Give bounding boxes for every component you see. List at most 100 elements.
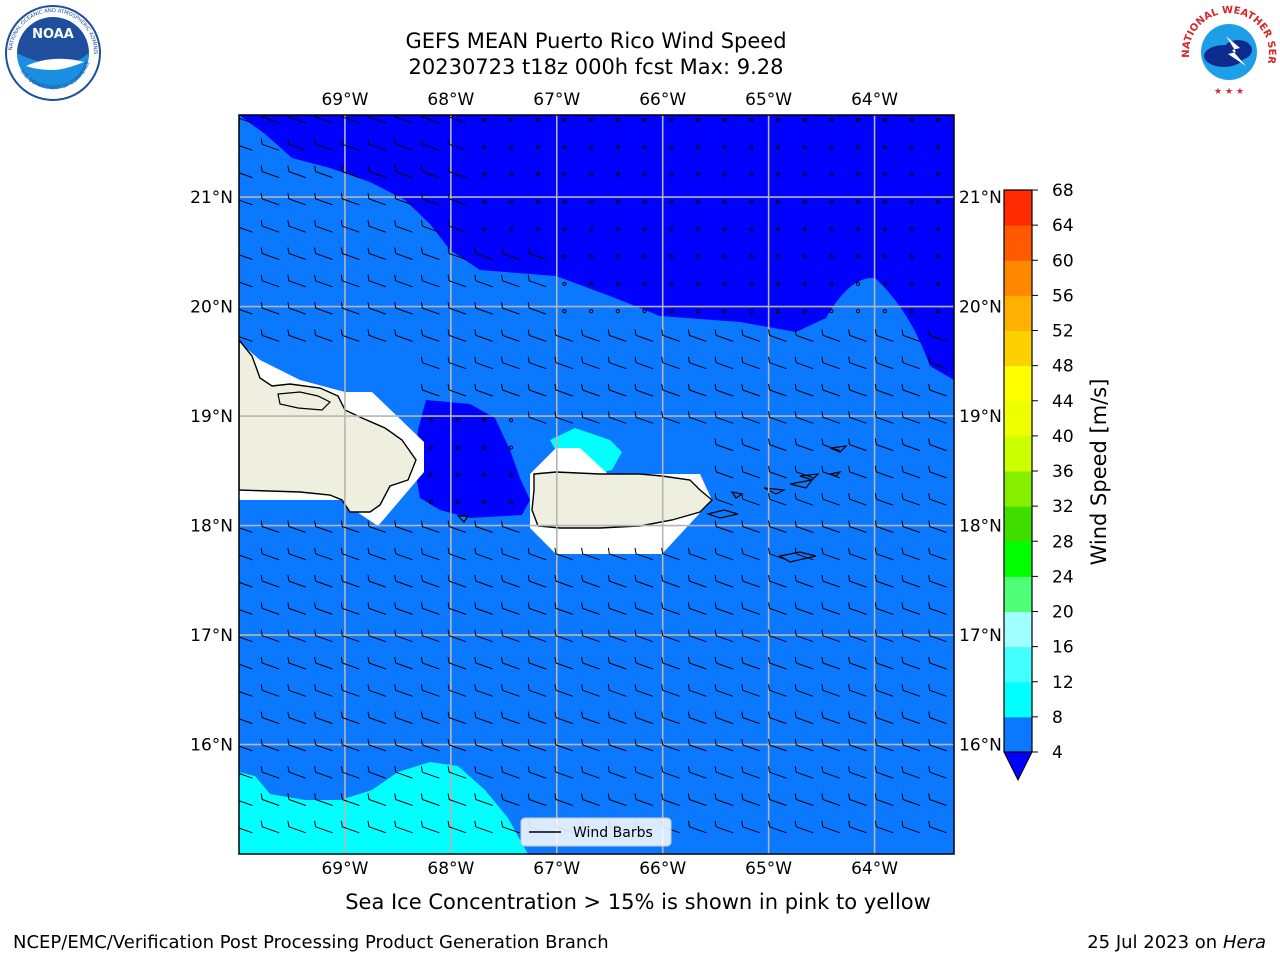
wind-barb (239, 800, 253, 806)
wind-barb (288, 115, 307, 124)
wind-barb (474, 656, 493, 670)
wind-barb (661, 411, 680, 424)
wind-barb (474, 329, 493, 342)
wind-barb (901, 711, 921, 725)
fill-below-4-mona (415, 400, 530, 518)
wind-barb (420, 356, 440, 370)
wind-barb (901, 766, 921, 779)
calm-circle (615, 227, 620, 232)
wind-barb (928, 383, 947, 397)
wind-barb (474, 302, 493, 315)
calm-circle (936, 281, 941, 286)
wind-barb (687, 629, 707, 643)
wind-barb (554, 602, 574, 615)
wind-barb (741, 356, 760, 370)
wind-barb (367, 138, 387, 151)
wind-barb (581, 766, 600, 779)
calm-circle (936, 227, 941, 232)
calm-circle (482, 500, 487, 505)
lon-label-top: 65°W (745, 90, 792, 110)
colorbar-segment (1004, 576, 1032, 612)
wind-barb (901, 438, 921, 452)
wind-barb (239, 145, 253, 151)
wind-barb (394, 520, 413, 533)
calm-circle (749, 281, 754, 286)
wind-barb (447, 629, 467, 643)
wind-barb (794, 575, 814, 588)
calm-circle (562, 145, 567, 150)
wind-barb (287, 192, 307, 206)
wind-barb (848, 329, 867, 342)
wind-barb (474, 520, 493, 533)
wind-barb (581, 356, 600, 370)
wind-barb (821, 547, 841, 561)
calm-circle (775, 117, 781, 123)
wind-barb (501, 711, 520, 725)
wind-barb (687, 356, 707, 370)
wind-barb (741, 520, 760, 533)
calm-circle (615, 145, 620, 150)
wind-barb (581, 793, 600, 806)
wind-barb (741, 575, 760, 588)
calm-circle (482, 227, 487, 232)
calm-circle (589, 145, 594, 150)
wind-barb (260, 520, 280, 533)
wind-barb (260, 274, 280, 288)
wind-barb (501, 738, 520, 752)
wind-barb (447, 165, 467, 179)
wind-barb (260, 766, 280, 779)
date-stamp: 25 Jul 2023 on Hera (1087, 932, 1266, 953)
calm-circle (615, 172, 620, 177)
wind-barb (794, 438, 814, 452)
calm-circle (535, 172, 540, 177)
wind-barb (634, 656, 654, 670)
lat-label-left: 19°N (190, 407, 233, 427)
wind-barb (581, 656, 600, 670)
wind-barb (287, 274, 307, 288)
calm-circle (482, 145, 487, 150)
wind-barb (607, 629, 627, 643)
wind-barb (661, 575, 680, 588)
wind-barb (848, 547, 867, 561)
wind-barb (394, 329, 413, 342)
wind-barb (287, 711, 307, 725)
wind-barb (314, 684, 333, 697)
colorbar-tick-label: 68 (1052, 181, 1074, 201)
wind-barb (687, 575, 707, 588)
wind-barb (239, 199, 253, 206)
wind-barb (239, 663, 253, 670)
wind-barb (687, 383, 707, 397)
wind-barb (661, 356, 680, 370)
calm-circle (535, 145, 540, 150)
calm-circle (562, 227, 567, 232)
wind-barb (901, 383, 921, 397)
wind-barb (928, 465, 947, 479)
wind-barb (260, 192, 280, 206)
wind-barb (420, 302, 440, 315)
wind-barb (420, 766, 440, 779)
wind-barb (821, 711, 841, 725)
wind-barb (768, 575, 787, 588)
wind-barb (928, 766, 947, 779)
wind-barb (607, 411, 627, 424)
wind-barb (741, 738, 760, 752)
colorbar-segment (1004, 365, 1032, 402)
calm-circle (589, 281, 594, 286)
wind-barb (768, 602, 787, 615)
wind-barb (394, 766, 413, 779)
wind-barb (714, 766, 734, 779)
wind-barb (687, 793, 707, 806)
wind-barb (394, 684, 413, 697)
wind-barb (527, 302, 547, 315)
calm-circle (722, 309, 727, 314)
wind-barb (239, 226, 253, 233)
calm-circle (508, 172, 514, 177)
wind-barb (447, 602, 467, 615)
wind-barb (394, 165, 413, 179)
calm-circle (856, 199, 861, 204)
wind-barb (239, 117, 253, 124)
wind-barb (447, 356, 467, 370)
wind-barb (239, 745, 253, 752)
wind-barb (447, 192, 467, 206)
wind-barb (340, 329, 360, 342)
